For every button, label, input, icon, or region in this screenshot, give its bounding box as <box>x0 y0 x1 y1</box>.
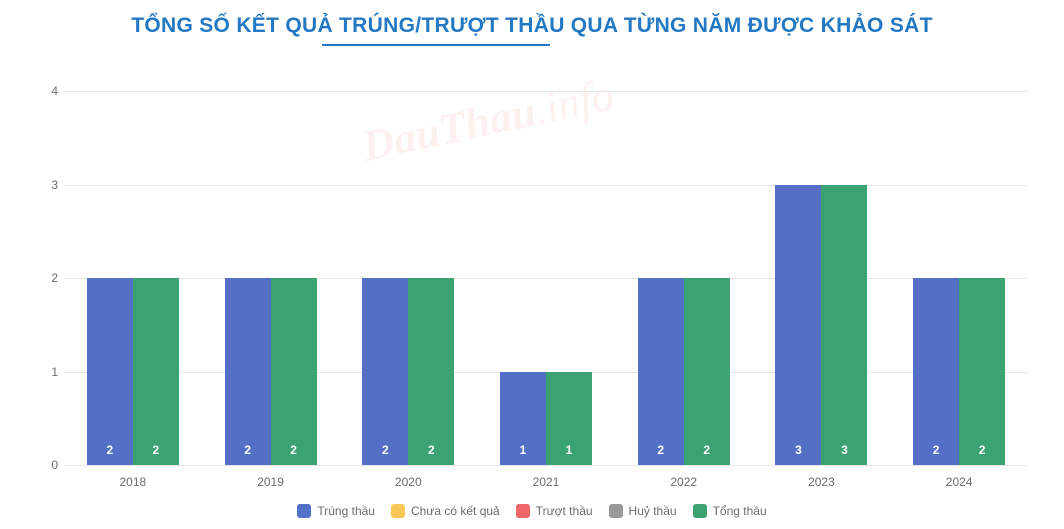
legend-item-huy_thau[interactable]: Huỷ thầu <box>609 504 677 518</box>
legend-swatch <box>391 504 405 518</box>
chart-title-wrap: TỔNG SỐ KẾT QUẢ TRÚNG/TRƯỢT THẦU QUA TỪN… <box>0 0 1064 46</box>
bar-trung_thau[interactable]: 2 <box>913 278 959 465</box>
bar-value-label: 2 <box>153 443 160 457</box>
bar-value-label: 3 <box>795 443 802 457</box>
bar-trung_thau[interactable]: 2 <box>638 278 684 465</box>
legend: Trúng thầu Chưa có kết quả Trượt thầu Huỷ t… <box>0 504 1064 521</box>
bar-value-label: 2 <box>979 443 986 457</box>
bar-tong_thau[interactable]: 2 <box>959 278 1005 465</box>
bar-trung_thau[interactable]: 2 <box>225 278 271 465</box>
legend-label: Trượt thầu <box>536 504 593 518</box>
legend-swatch <box>609 504 623 518</box>
x-tick-label: 2024 <box>946 475 973 489</box>
bar-tong_thau[interactable]: 1 <box>546 372 592 466</box>
legend-label: Huỷ thầu <box>629 504 677 518</box>
legend-swatch <box>516 504 530 518</box>
legend-item-trung_thau[interactable]: Trúng thầu <box>297 504 375 518</box>
bar-trung_thau[interactable]: 1 <box>500 372 546 466</box>
bar-value-label: 1 <box>520 443 527 457</box>
x-tick-label: 2019 <box>257 475 284 489</box>
y-tick-label: 3 <box>40 178 58 192</box>
bar-value-label: 2 <box>244 443 251 457</box>
legend-swatch <box>297 504 311 518</box>
bar-trung_thau[interactable]: 3 <box>775 185 821 466</box>
x-tick-label: 2022 <box>670 475 697 489</box>
title-underline <box>322 44 550 46</box>
gridline <box>64 465 1028 466</box>
bar-trung_thau[interactable]: 2 <box>362 278 408 465</box>
bar-tong_thau[interactable]: 2 <box>133 278 179 465</box>
bar-value-label: 2 <box>703 443 710 457</box>
bar-trung_thau[interactable]: 2 <box>87 278 133 465</box>
plot-container: 01234 2018201920202021202220232024 22222… <box>0 91 1064 489</box>
x-tick-label: 2020 <box>395 475 422 489</box>
bar-value-label: 2 <box>657 443 664 457</box>
bar-value-label: 3 <box>841 443 848 457</box>
legend-item-truot_thau[interactable]: Trượt thầu <box>516 504 593 518</box>
x-tick-label: 2018 <box>119 475 146 489</box>
gridline <box>64 278 1028 279</box>
legend-item-tong_thau[interactable]: Tổng thầu <box>693 504 767 518</box>
bar-value-label: 2 <box>382 443 389 457</box>
y-tick-label: 1 <box>40 365 58 379</box>
bar-tong_thau[interactable]: 3 <box>821 185 867 466</box>
y-tick-label: 4 <box>40 84 58 98</box>
bar-value-label: 1 <box>566 443 573 457</box>
gridline <box>64 91 1028 92</box>
chart-title: TỔNG SỐ KẾT QUẢ TRÚNG/TRƯỢT THẦU QUA TỪN… <box>131 14 932 38</box>
gridline <box>64 185 1028 186</box>
x-tick-label: 2021 <box>533 475 560 489</box>
bar-tong_thau[interactable]: 2 <box>271 278 317 465</box>
legend-item-chua_co_ket_qua[interactable]: Chưa có kết quả <box>391 504 500 518</box>
bar-tong_thau[interactable]: 2 <box>684 278 730 465</box>
x-tick-label: 2023 <box>808 475 835 489</box>
legend-label: Tổng thầu <box>713 504 767 518</box>
bar-value-label: 2 <box>428 443 435 457</box>
bar-tong_thau[interactable]: 2 <box>408 278 454 465</box>
legend-label: Chưa có kết quả <box>411 504 500 518</box>
bar-value-label: 2 <box>107 443 114 457</box>
bar-value-label: 2 <box>290 443 297 457</box>
legend-label: Trúng thầu <box>317 504 375 518</box>
y-tick-label: 2 <box>40 271 58 285</box>
legend-swatch <box>693 504 707 518</box>
bar-value-label: 2 <box>933 443 940 457</box>
y-tick-label: 0 <box>40 458 58 472</box>
